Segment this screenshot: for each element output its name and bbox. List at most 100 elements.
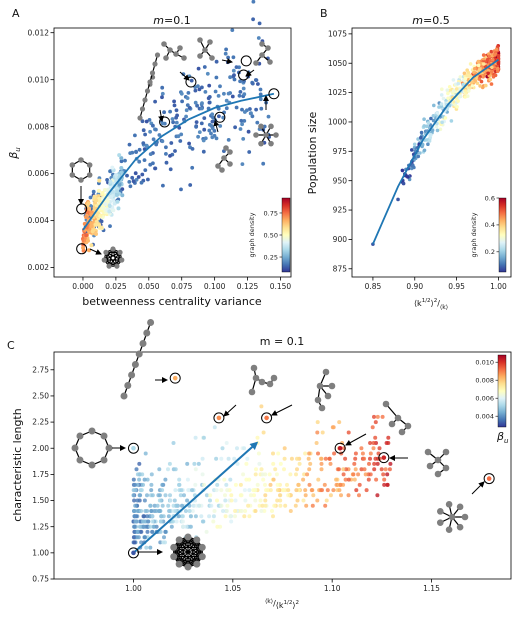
panel-c-point [286,493,291,498]
panel-c-highlight-ring [334,442,346,454]
panel-c-point [247,514,252,519]
panel-c-point [242,488,247,493]
panel-a-point [147,118,152,122]
panel-c-point [202,482,206,487]
panel-b-point [419,135,423,140]
panel-a-point [86,201,91,206]
panel-c-point [363,472,368,477]
panel-a-point [202,116,207,120]
panel-c-point [301,498,306,503]
panel-b-point [478,84,482,88]
panel-c-point [259,467,264,472]
panel-c-point [137,524,142,529]
panel-b-point [490,69,494,74]
panel-c-point [307,482,312,487]
graph-node [434,470,442,478]
panel-c-point [178,493,183,498]
panel-b-point [473,66,477,71]
panel-c-point [176,514,181,519]
panel-a-point [134,177,139,182]
panel-c-y-ticks: 0.75 1.00 1.25 1.50 1.75 2.00 2.25 2.50 2.75 [32,365,54,584]
panel-c-point [248,493,253,498]
panel-b-point [422,117,426,121]
panel-a-point [243,110,247,114]
panel-a-point [223,51,228,56]
graph-node [268,123,274,130]
panel-b-point [453,103,458,107]
panel-c-point [163,477,168,482]
graph-node [100,432,108,440]
panel-c-xtick-label: 1.15 [423,584,440,593]
panel-a-point [100,206,105,211]
panel-b-letter: B [320,7,328,20]
panel-c-point [338,482,343,487]
panel-a-point [99,225,104,230]
panel-a-point [164,152,168,156]
panel-c-point [146,519,151,524]
panel-a-point [256,82,260,86]
panel-a-point [172,103,177,108]
panel-a-point [241,137,246,141]
panel-b-point [488,77,493,82]
panel-a-point [193,100,198,105]
panel-a-point [86,238,90,243]
panel-a-point [110,165,115,170]
panel-c-point [229,498,234,503]
graph-node [267,59,273,65]
panel-b-ylabel: Population size [306,111,319,194]
graph-node [259,41,265,47]
graph-node [161,41,167,47]
panel-c-point [275,488,280,493]
panel-a-point [205,71,210,76]
panel-c-point [261,430,266,435]
panel-c-point [341,472,346,477]
panel-c-point [252,493,256,498]
panel-c-point [145,514,150,519]
panel-b-point [458,94,463,99]
panel-a-point [233,125,238,130]
panel-c-ytick-label: 2.25 [32,418,49,427]
panel-c-point [168,493,172,498]
panel-b-point [410,148,414,152]
star-tree-graph-icon [382,400,412,436]
panel-c-point [193,467,198,472]
panel-c-point [139,488,144,493]
panel-b-point [463,76,468,81]
panel-b-fit-curve [372,58,499,245]
panel-b-point [472,70,476,75]
panel-a-point [148,152,153,157]
panel-c-cbtick-label: 0.004 [475,413,494,421]
panel-a-point [119,159,124,164]
panel-b-point [458,75,463,79]
panel-a-point [94,232,98,236]
panel-c-point [223,514,228,519]
panel-a-point [203,136,208,141]
graph-node [442,448,450,456]
panel-c-point [294,472,298,477]
panel-c-point [208,498,212,503]
graph-node [167,47,173,53]
panel-b-ytick-label: 900 [333,235,348,244]
panel-c-highlight-point [131,445,136,451]
panel-c-point [275,482,280,487]
panel-c-xtick-label: 1.00 [125,584,142,593]
panel-a-point [224,106,229,111]
graph-node [137,115,143,121]
panel-a-point [139,180,144,185]
panel-c-point [190,488,194,493]
panel-c-point [136,535,141,540]
panel-c-point [137,493,142,498]
path-graph-icon [137,52,161,121]
panel-a-point [251,17,256,22]
panel-c-point [270,509,274,513]
panel-c-point [327,456,332,461]
graph-node [88,427,96,435]
panel-c-point [211,519,216,524]
graph-node [175,560,183,568]
graph-node [69,172,76,178]
panel-b-ytick-label: 1000 [328,118,347,127]
panel-a-point [200,101,204,105]
panel-c-ytick-label: 1.50 [32,496,49,505]
panel-c-point [264,488,269,493]
graph-node [139,340,147,347]
